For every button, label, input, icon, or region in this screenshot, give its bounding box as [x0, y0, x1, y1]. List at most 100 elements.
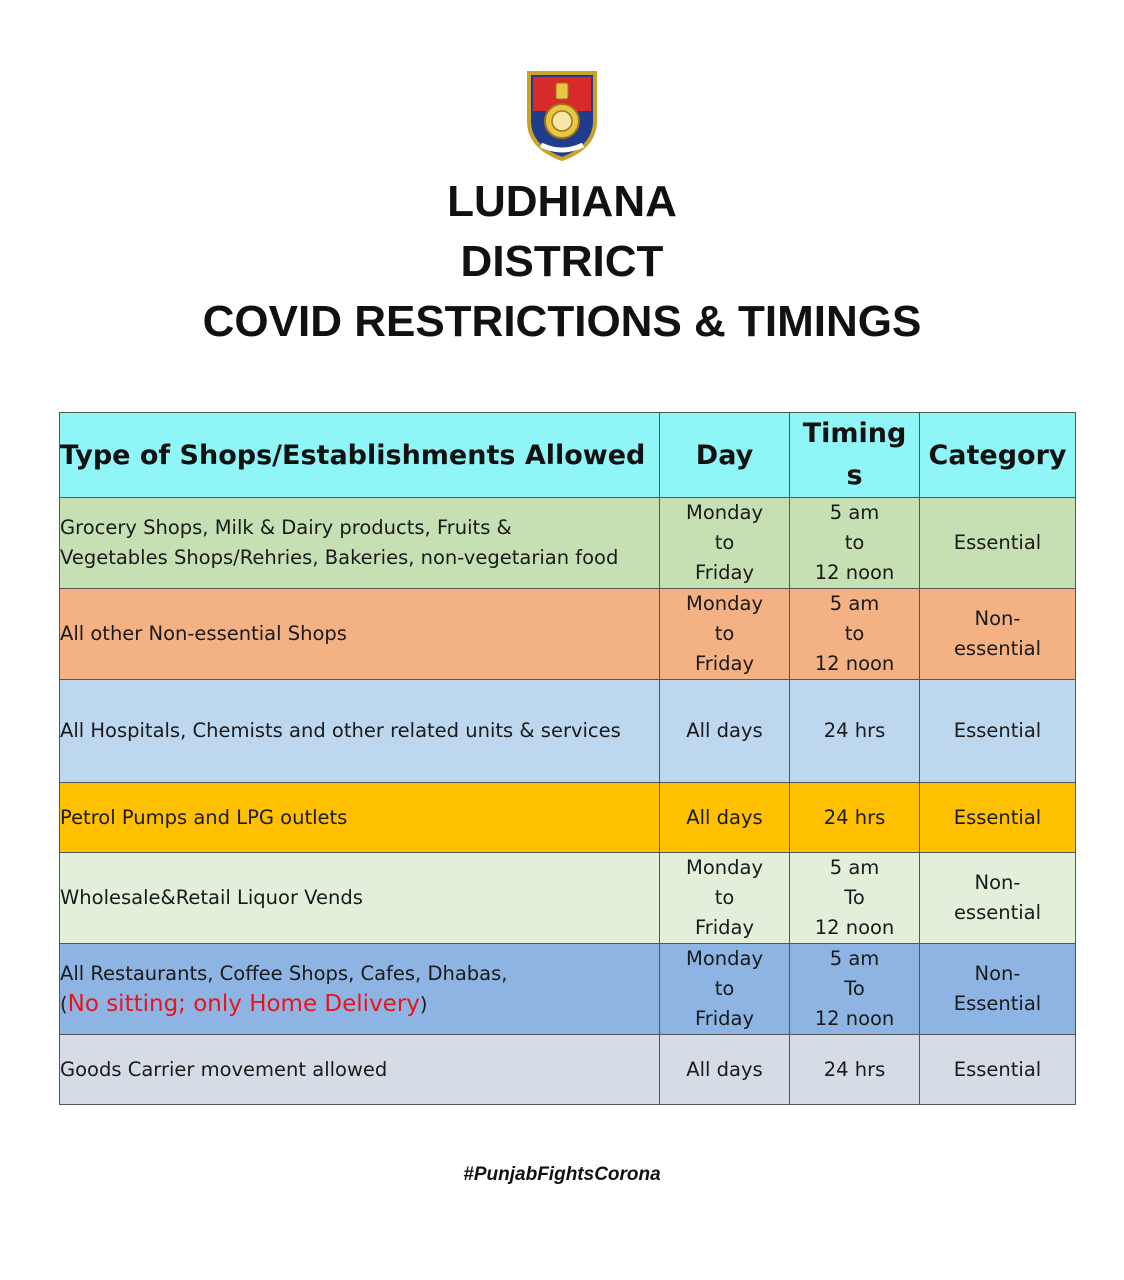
timing-line: 12 noon	[814, 1007, 895, 1030]
title-line: LUDHIANA	[447, 177, 677, 226]
timing-line: 5 am	[829, 947, 880, 970]
table-row: Goods Carrier movement allowed All days 24…	[59, 1034, 1076, 1105]
cell-timings: 24 hrs	[789, 782, 920, 853]
punjab-police-emblem-icon	[523, 67, 601, 163]
type-line: Vegetables Shops/Rehries, Bakeries, non-…	[60, 546, 619, 569]
cell-timings: 5 am To 12 noon	[789, 943, 920, 1035]
table-row: Wholesale&Retail Liquor Vends Monday to Fri…	[59, 852, 1076, 944]
cell-type: All Restaurants, Coffee Shops, Cafes, Dh…	[59, 943, 660, 1035]
cell-type: Wholesale&Retail Liquor Vends	[59, 852, 660, 944]
cell-type: Grocery Shops, Milk & Dairy products, Fr…	[59, 497, 660, 589]
category-line: Essential	[953, 719, 1042, 742]
day-line: to	[714, 977, 735, 1000]
type-line: Goods Carrier movement allowed	[60, 1057, 388, 1081]
day-line: Friday	[694, 652, 755, 675]
timing-line: to	[844, 531, 865, 554]
timing-line: 12 noon	[814, 916, 895, 939]
type-note: No sitting; only Home Delivery	[67, 990, 420, 1017]
category-line: Essential	[953, 1057, 1042, 1081]
category-line: Non-	[974, 607, 1021, 630]
cell-day: Monday to Friday	[659, 588, 790, 680]
type-line: All Restaurants, Coffee Shops, Cafes, Dh…	[60, 961, 508, 985]
category-line: essential	[953, 637, 1042, 660]
restrictions-table: Type of Shops/Establishments Allowed Day…	[59, 412, 1076, 1105]
header-timings-line: Timing	[802, 418, 907, 449]
cell-type: All other Non-essential Shops	[59, 588, 660, 680]
cell-category: Non-essential	[919, 852, 1076, 944]
timing-line: 5 am	[829, 856, 880, 879]
type-line: All other Non-essential Shops	[60, 622, 347, 645]
timing-line: To	[844, 886, 865, 909]
type-line: Petrol Pumps and LPG outlets	[60, 805, 348, 829]
category-line: Essential	[953, 531, 1042, 554]
cell-day: All days	[659, 782, 790, 853]
day-line: Monday	[686, 592, 763, 615]
type-line: Grocery Shops, Milk & Dairy products, Fr…	[60, 516, 512, 539]
timing-line: 24 hrs	[823, 1057, 886, 1081]
day-line: Monday	[686, 856, 763, 879]
header-type: Type of Shops/Establishments Allowed	[59, 412, 660, 498]
cell-category: Non- Essential	[919, 943, 1076, 1035]
day-line: All days	[686, 1057, 763, 1081]
title-line: COVID RESTRICTIONS & TIMINGS	[202, 297, 922, 346]
type-line: Wholesale&Retail Liquor Vends	[60, 886, 363, 909]
type-line: All Hospitals, Chemists and other relate…	[60, 719, 621, 742]
category-line: Essential	[953, 805, 1042, 829]
day-line: All days	[686, 805, 763, 829]
day-line: to	[714, 886, 735, 909]
table-row: Petrol Pumps and LPG outlets All days 24 h…	[59, 782, 1076, 853]
cell-day: All days	[659, 1034, 790, 1105]
category-line: essential	[953, 901, 1042, 924]
table-row: Grocery Shops, Milk & Dairy products, Fr…	[59, 497, 1076, 589]
cell-timings: 24 hrs	[789, 1034, 920, 1105]
timing-line: 24 hrs	[823, 805, 886, 829]
cell-timings: 5 am To 12 noon	[789, 852, 920, 944]
cell-category: Essential	[919, 497, 1076, 589]
day-line: to	[714, 622, 735, 645]
title-line: DISTRICT	[460, 237, 664, 286]
day-line: All days	[686, 719, 763, 742]
timing-line: To	[844, 977, 865, 1000]
table-row: All other Non-essential Shops Monday to Fri…	[59, 588, 1076, 680]
day-line: Friday	[694, 916, 755, 939]
cell-category: Non-essential	[919, 588, 1076, 680]
cell-category: Essential	[919, 782, 1076, 853]
type-note-line: (No sitting; only Home Delivery)	[60, 989, 659, 1020]
page-title: LUDHIANA DISTRICT COVID RESTRICTIONS & T…	[0, 172, 1124, 352]
category-line: Non-	[974, 871, 1021, 894]
type-note-open: (	[60, 992, 68, 1016]
day-line: Monday	[686, 947, 763, 970]
day-line: to	[714, 531, 735, 554]
cell-category: Essential	[919, 679, 1076, 783]
cell-timings: 5 am to 12 noon	[789, 588, 920, 680]
day-line: Friday	[694, 561, 755, 584]
header-timings-line: s	[846, 460, 863, 491]
day-line: Friday	[694, 1007, 755, 1030]
cell-day: Monday to Friday	[659, 852, 790, 944]
header-category: Category	[919, 412, 1076, 498]
table-row: All Hospitals, Chemists and other relate…	[59, 679, 1076, 783]
cell-type: All Hospitals, Chemists and other relate…	[59, 679, 660, 783]
day-line: Monday	[686, 501, 763, 524]
timing-line: 12 noon	[814, 652, 895, 675]
cell-day: Monday to Friday	[659, 943, 790, 1035]
timing-line: 24 hrs	[823, 719, 886, 742]
cell-timings: 5 am to 12 noon	[789, 497, 920, 589]
category-line: Essential	[953, 992, 1042, 1015]
timing-line: to	[844, 622, 865, 645]
timing-line: 12 noon	[814, 561, 895, 584]
cell-day: Monday to Friday	[659, 497, 790, 589]
table-header-row: Type of Shops/Establishments Allowed Day…	[59, 412, 1076, 498]
category-line: Non-	[974, 962, 1021, 985]
timing-line: 5 am	[829, 592, 880, 615]
timing-line: 5 am	[829, 501, 880, 524]
hashtag: #PunjabFightsCorona	[463, 1164, 661, 1185]
cell-day: All days	[659, 679, 790, 783]
type-note-close: )	[419, 992, 428, 1016]
cell-type: Goods Carrier movement allowed	[59, 1034, 660, 1105]
cell-type: Petrol Pumps and LPG outlets	[59, 782, 660, 853]
cell-category: Essential	[919, 1034, 1076, 1105]
table-row: All Restaurants, Coffee Shops, Cafes, Dh…	[59, 943, 1076, 1035]
cell-timings: 24 hrs	[789, 679, 920, 783]
header-timings: Timing s	[789, 412, 920, 498]
